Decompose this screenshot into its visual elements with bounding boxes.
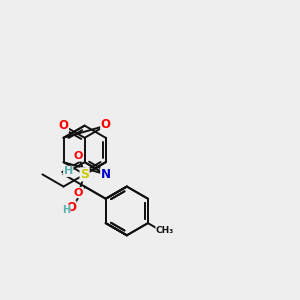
Text: O: O — [74, 151, 83, 161]
Text: O: O — [66, 201, 76, 214]
Text: H: H — [64, 167, 73, 176]
Text: S: S — [80, 168, 89, 181]
Text: O: O — [74, 188, 83, 198]
Text: CH₃: CH₃ — [156, 226, 174, 235]
Text: O: O — [58, 119, 68, 132]
Text: N: N — [101, 168, 111, 181]
Text: O: O — [101, 118, 111, 130]
Text: H: H — [62, 205, 70, 215]
